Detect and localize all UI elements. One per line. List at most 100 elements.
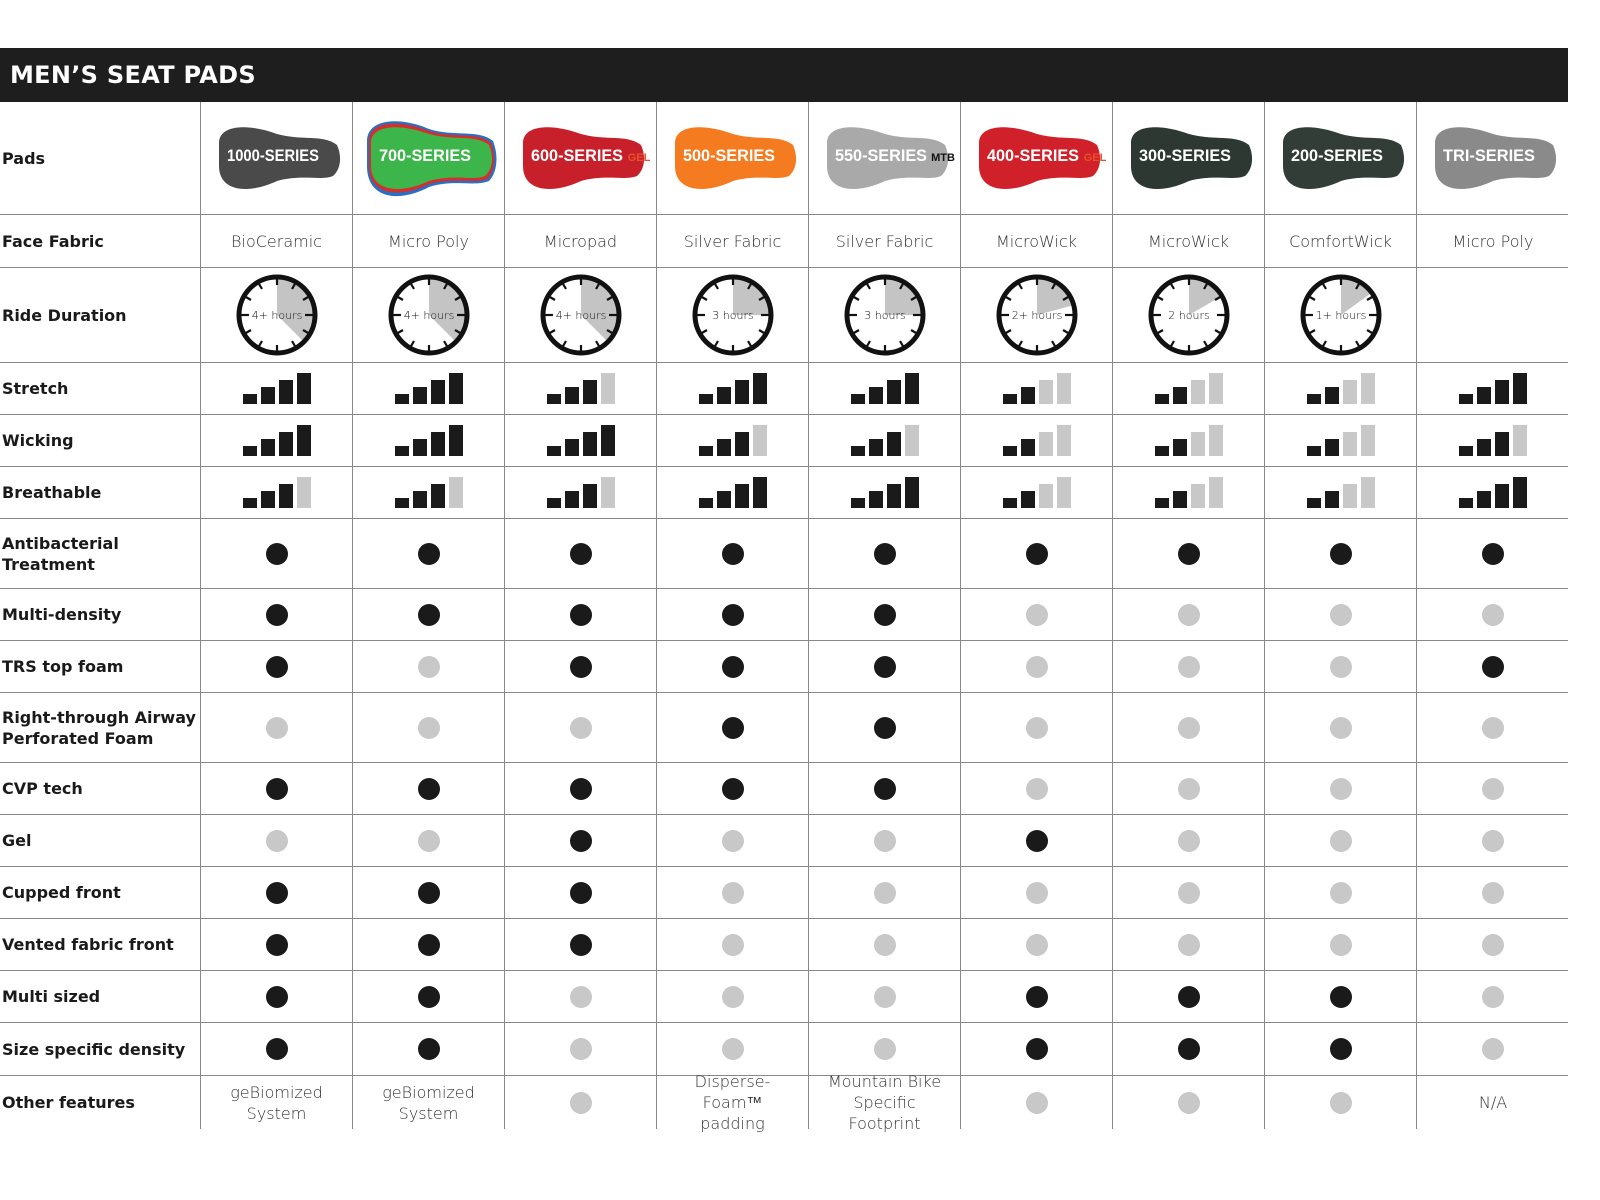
rating-bar [412, 386, 427, 404]
rating-bar [278, 431, 293, 456]
rating-bar [1190, 379, 1205, 404]
feature-no-dot [721, 881, 744, 904]
rating-bar [868, 386, 883, 404]
gel-cell [961, 815, 1113, 866]
pad-cell: 200-SERIES [1265, 102, 1417, 214]
rating-bar [1459, 445, 1473, 456]
rating-bar [242, 393, 257, 404]
rating-bar [904, 424, 919, 456]
rating-bars-icon [1154, 476, 1223, 508]
right-through-airway-perforated-foam-cell [1113, 693, 1265, 762]
other-feature-text: Mountain Bike Specific Footprint [827, 1072, 942, 1133]
feature-no-dot [1025, 777, 1048, 800]
rating-bar [716, 386, 731, 404]
other-features-cell: geBiomized System [201, 1076, 353, 1129]
antibacterial-treatment-cell [1417, 519, 1569, 588]
pad-name: 500-SERIES [683, 146, 775, 165]
rating-bars-icon [850, 476, 919, 508]
rating-bar [1154, 445, 1169, 456]
wicking-rating [1265, 415, 1417, 466]
wicking-rating [505, 415, 657, 466]
rating-bar [1056, 372, 1071, 404]
breathable-label: Breathable [0, 467, 201, 518]
feature-no-dot [265, 716, 288, 739]
breathable-rating [1417, 467, 1569, 518]
multi-sized-cell [1265, 971, 1417, 1022]
ride-duration-cell: 3 hours [657, 268, 809, 362]
feature-yes-dot [569, 881, 592, 904]
multi-density-cell [657, 589, 809, 640]
breathable-rating [657, 467, 809, 518]
multi-sized-row: Multi sized [0, 971, 1568, 1023]
stretch-rating [1265, 363, 1417, 414]
gel-cell [505, 815, 657, 866]
feature-yes-dot [417, 542, 440, 565]
duration-sector [580, 278, 618, 342]
cupped-front-cell [657, 867, 809, 918]
vented-fabric-front-cell [1417, 919, 1569, 970]
breathable-rating [1113, 467, 1265, 518]
rating-bars-icon [698, 424, 767, 456]
feature-yes-dot [569, 603, 592, 626]
rating-bar [546, 445, 561, 456]
duration-sector [428, 278, 466, 342]
feature-yes-dot [265, 777, 288, 800]
feature-no-dot [873, 985, 896, 1008]
rating-bar [260, 490, 275, 508]
rating-bar [734, 483, 749, 508]
rating-bar [260, 438, 275, 456]
gel-row: Gel [0, 815, 1568, 867]
rating-bar [1190, 483, 1205, 508]
cvp-tech-cell [1265, 763, 1417, 814]
rating-bars-icon [850, 424, 919, 456]
rating-bars-icon [850, 372, 919, 404]
stretch-rating [1417, 363, 1569, 414]
seat-pad-image: 550-SERIES MTB [826, 126, 955, 189]
rating-bar [582, 379, 597, 404]
size-specific-density-cell [809, 1023, 961, 1075]
multi-sized-cell [657, 971, 809, 1022]
rating-bar [734, 431, 749, 456]
cupped-front-cell [961, 867, 1113, 918]
feature-yes-dot [265, 881, 288, 904]
feature-no-dot [1177, 1091, 1200, 1114]
rating-bar [1306, 393, 1321, 404]
rating-bar [1477, 386, 1491, 404]
trs-top-foam-cell [201, 641, 353, 692]
feature-yes-dot [1329, 1038, 1352, 1060]
face-fabric-value: Micropad [505, 215, 657, 267]
feature-no-dot [1482, 985, 1504, 1008]
vented-fabric-front-cell [809, 919, 961, 970]
rating-bar [1038, 483, 1053, 508]
vented-fabric-front-cell [1265, 919, 1417, 970]
size-specific-density-cell [1113, 1023, 1265, 1075]
rating-bars-icon [698, 372, 767, 404]
feature-no-dot [1482, 881, 1504, 904]
feature-yes-dot [417, 1038, 440, 1060]
trs-top-foam-cell [505, 641, 657, 692]
clock-icon: 4+ hours [236, 274, 317, 356]
multi-density-cell [1265, 589, 1417, 640]
multi-sized-cell [1113, 971, 1265, 1022]
clock-icon: 2+ hours [996, 274, 1077, 356]
wicking-rating [353, 415, 505, 466]
rating-bar [1513, 372, 1527, 404]
rating-bar [850, 445, 865, 456]
pad-suffix: MTB [931, 152, 955, 164]
vented-fabric-front-cell [961, 919, 1113, 970]
feature-no-dot [1329, 1091, 1352, 1114]
pad-name: 400-SERIES [987, 146, 1079, 165]
cvp-tech-label: CVP tech [0, 763, 201, 814]
clock-icon: 3 hours [844, 274, 925, 356]
rating-bars-icon [546, 476, 615, 508]
right-through-airway-perforated-foam-cell [961, 693, 1113, 762]
face-fabric-value: ComfortWick [1265, 215, 1417, 267]
feature-no-dot [1329, 716, 1352, 739]
multi-density-label: Multi-density [0, 589, 201, 640]
trs-top-foam-row: TRS top foam [0, 641, 1568, 693]
size-specific-density-label: Size specific density [0, 1023, 201, 1075]
pad-cell: 300-SERIES [1113, 102, 1265, 214]
rating-bar [698, 393, 713, 404]
feature-yes-dot [721, 716, 744, 739]
wicking-rating [657, 415, 809, 466]
